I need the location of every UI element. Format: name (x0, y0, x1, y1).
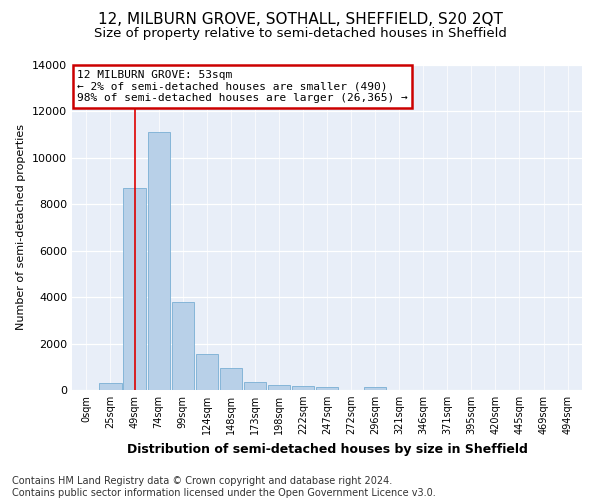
Text: Size of property relative to semi-detached houses in Sheffield: Size of property relative to semi-detach… (94, 28, 506, 40)
Text: 12 MILBURN GROVE: 53sqm
← 2% of semi-detached houses are smaller (490)
98% of se: 12 MILBURN GROVE: 53sqm ← 2% of semi-det… (77, 70, 408, 103)
Y-axis label: Number of semi-detached properties: Number of semi-detached properties (16, 124, 26, 330)
Bar (292, 386, 314, 390)
Bar (148, 132, 170, 390)
Bar (220, 368, 242, 390)
X-axis label: Distribution of semi-detached houses by size in Sheffield: Distribution of semi-detached houses by … (127, 442, 527, 456)
Bar (316, 388, 338, 390)
Text: Contains HM Land Registry data © Crown copyright and database right 2024.
Contai: Contains HM Land Registry data © Crown c… (12, 476, 436, 498)
Bar (196, 354, 218, 390)
Bar (364, 387, 386, 390)
Bar (172, 302, 194, 390)
Text: 12, MILBURN GROVE, SOTHALL, SHEFFIELD, S20 2QT: 12, MILBURN GROVE, SOTHALL, SHEFFIELD, S… (98, 12, 502, 28)
Bar (244, 382, 266, 390)
Bar (100, 382, 122, 390)
Bar (268, 385, 290, 390)
Bar (124, 188, 146, 390)
